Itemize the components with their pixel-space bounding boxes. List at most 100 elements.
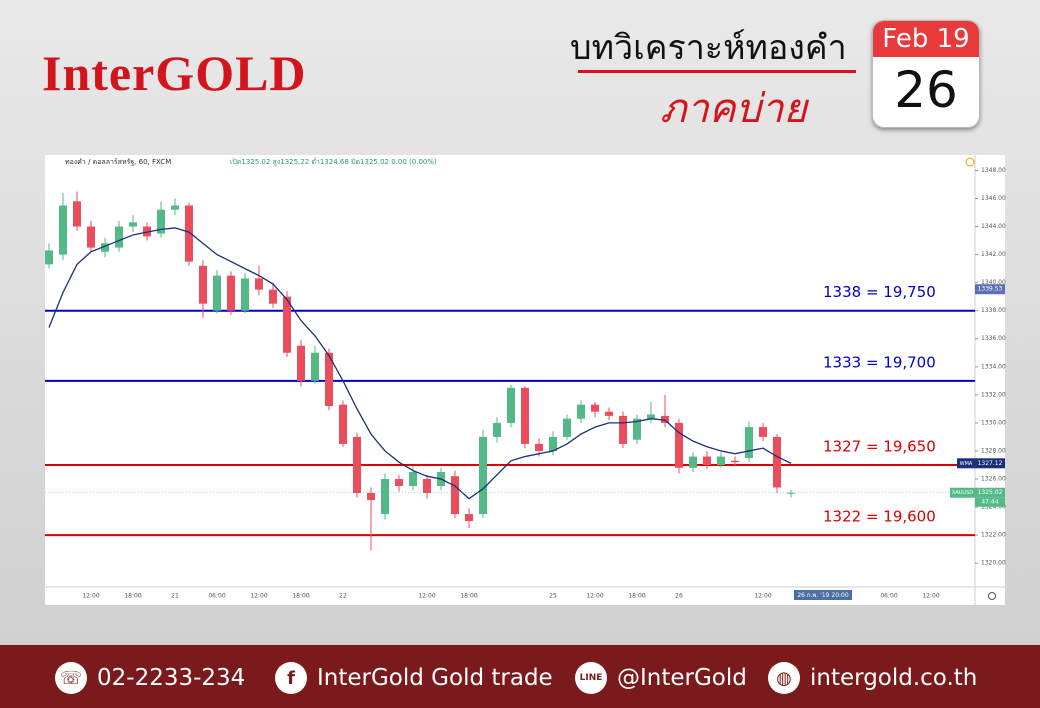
candle-body — [325, 352, 333, 407]
candle-body — [101, 243, 109, 252]
x-tick-label: 06:00 — [880, 593, 897, 600]
price-box — [975, 284, 1005, 295]
y-tick-label: 1338.00 — [981, 307, 1006, 314]
price-label: 1325.02 — [978, 489, 1003, 496]
line: LINE @InterGold — [575, 662, 747, 694]
line-text: @InterGold — [617, 665, 747, 691]
candle-body — [773, 436, 781, 488]
website: ◍ intergold.co.th — [768, 662, 977, 694]
x-tick-label: 18:00 — [124, 593, 141, 600]
candle-body — [381, 479, 389, 515]
cursor-label-bg — [794, 590, 852, 600]
x-tick-label: 18:00 — [292, 593, 309, 600]
x-tick-label: 12:00 — [922, 593, 939, 600]
x-tick-label: 06:00 — [208, 593, 225, 600]
x-tick-label: 12:00 — [250, 593, 267, 600]
candle-body — [745, 427, 753, 458]
y-tick-label: 1330.00 — [981, 419, 1006, 426]
candle-body — [115, 226, 123, 248]
price-name-box — [950, 487, 975, 498]
candle-body — [451, 476, 459, 515]
candle-body — [591, 404, 599, 412]
facebook-icon: f — [275, 662, 307, 694]
candle-body — [479, 436, 487, 515]
facebook-text: InterGold Gold trade — [317, 665, 553, 691]
x-tick-label: 21 — [171, 593, 179, 600]
y-tick-label: 1326.00 — [981, 476, 1006, 483]
candle-body — [185, 205, 193, 262]
candle-body — [423, 479, 431, 494]
candle-body — [731, 460, 739, 463]
y-tick-label: 1320.00 — [981, 560, 1006, 567]
y-tick-label: 1340.00 — [981, 279, 1006, 286]
candle-body — [87, 226, 95, 248]
y-tick-label: 1334.00 — [981, 363, 1006, 370]
symbol: ทองคำ / ดอลลาร์สหรัฐ, 60, FXCM — [65, 158, 171, 166]
candle-body — [787, 492, 795, 494]
candle-body — [199, 265, 207, 304]
candle-body — [409, 471, 417, 487]
candle-body — [129, 222, 137, 227]
candle-body — [647, 414, 655, 419]
phone-icon: ☏ — [55, 662, 87, 694]
web-icon: ◍ — [768, 662, 800, 694]
candle-body — [675, 422, 683, 468]
footer: ☏ 02-2233-234 f InterGold Gold trade LINE @… — [0, 645, 1040, 708]
website-text: intergold.co.th — [810, 665, 978, 691]
calendar-day: 26 — [894, 61, 958, 119]
cursor-label: 26 ก.พ. '19 20:00 — [797, 592, 849, 599]
candle-body — [367, 493, 375, 501]
phone: ☏ 02-2233-234 — [55, 662, 245, 694]
candle-body — [633, 418, 641, 440]
candle-body — [227, 275, 235, 311]
phone-text: 02-2233-234 — [97, 665, 246, 691]
candle-body — [465, 514, 473, 522]
candle-body — [157, 209, 165, 234]
ma-name-box — [957, 458, 975, 469]
candle-body — [535, 443, 543, 451]
candle-body — [353, 436, 361, 494]
level-label: 1322 = 19,600 — [823, 508, 936, 526]
candle-body — [577, 404, 585, 419]
title: บทวิเคราะห์ทองคำ — [570, 28, 847, 68]
info-icon — [965, 157, 975, 167]
calendar-month: Feb 19 — [873, 21, 979, 57]
y-tick-label: 1322.00 — [981, 532, 1006, 539]
candle-body — [717, 456, 725, 465]
price-box — [975, 487, 1005, 498]
x-tick-label: 12:00 — [586, 593, 603, 600]
candle-body — [661, 415, 669, 423]
candle-body — [283, 296, 291, 353]
countdown: 47:44 — [981, 499, 998, 506]
x-tick-label: 18:00 — [628, 593, 645, 600]
candle-body — [213, 275, 221, 311]
candle-body — [759, 427, 767, 437]
candle-body — [143, 226, 151, 237]
logo: InterGOLD — [42, 45, 307, 101]
ma-name: WMA — [960, 461, 973, 467]
subtitle: ภาคบ่าย — [660, 86, 807, 132]
y-tick-label: 1332.00 — [981, 391, 1006, 398]
x-tick-label: 12:00 — [418, 593, 435, 600]
candle-body — [507, 387, 515, 423]
ma-line — [48, 227, 792, 500]
candle-body — [339, 404, 347, 444]
candle-body — [493, 422, 501, 437]
candle-body — [689, 456, 697, 468]
x-tick-label: 12:00 — [754, 593, 771, 600]
candle-body — [549, 436, 557, 451]
x-tick-label: 25 — [549, 593, 557, 600]
x-tick-label: 22 — [339, 593, 347, 600]
candle-body — [73, 201, 81, 227]
candle-body — [521, 387, 529, 444]
x-tick-label: 26 — [675, 593, 683, 600]
y-tick-label: 1328.00 — [981, 447, 1006, 454]
level-label: 1333 = 19,700 — [823, 353, 936, 371]
candle-body — [241, 278, 249, 311]
candle-body — [269, 289, 277, 304]
calendar: Feb 19 26 — [872, 20, 980, 128]
y-tick-label: 1344.00 — [981, 223, 1006, 230]
y-tick-label: 1342.00 — [981, 251, 1006, 258]
